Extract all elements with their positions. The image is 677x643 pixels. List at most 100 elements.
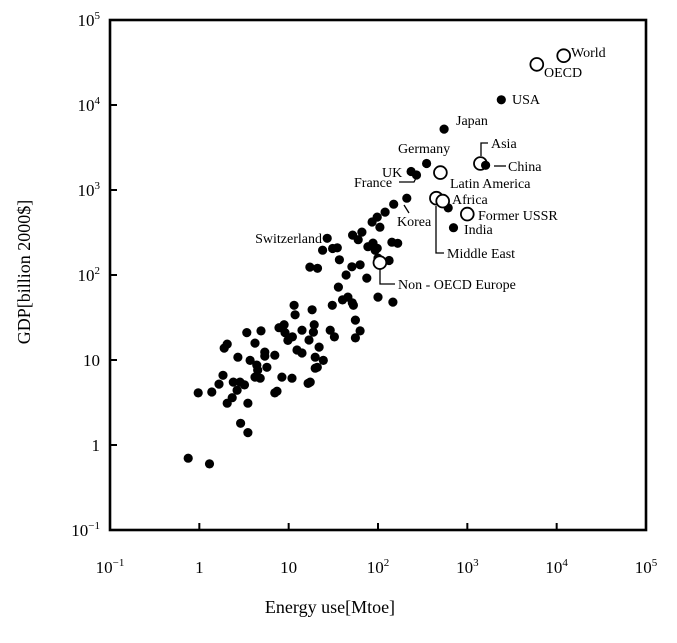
asia-label: Asia <box>491 137 517 152</box>
data-point <box>347 262 357 272</box>
data-point <box>243 428 253 438</box>
oecd-label: OECD <box>544 66 582 81</box>
data-point <box>304 335 314 345</box>
usa-point <box>496 95 506 105</box>
y-tick-label: 10 <box>83 351 100 370</box>
switzerland-point <box>322 233 332 243</box>
data-point <box>255 373 265 383</box>
korea-label: Korea <box>397 215 432 230</box>
data-point <box>388 297 398 307</box>
data-point <box>233 352 243 362</box>
world-label: World <box>571 46 606 61</box>
data-point <box>262 362 272 372</box>
data-point <box>297 348 307 358</box>
africa-point <box>435 193 451 209</box>
france-leader-line <box>399 177 417 183</box>
data-point <box>289 300 299 310</box>
middle-east-leader-line <box>435 206 444 254</box>
data-point <box>183 453 193 463</box>
data-point <box>287 373 297 383</box>
data-point <box>242 328 252 338</box>
data-point <box>333 282 343 292</box>
data-point <box>232 385 242 395</box>
data-point <box>214 379 224 389</box>
data-point <box>305 262 315 272</box>
data-point <box>287 332 297 342</box>
data-point <box>222 339 232 349</box>
data-point <box>250 338 260 348</box>
data-point <box>236 418 246 428</box>
korea-leader-line <box>403 204 410 214</box>
data-point <box>327 300 337 310</box>
data-point <box>334 255 344 265</box>
middle-east-label: Middle East <box>447 247 515 262</box>
usa-label: USA <box>512 93 541 108</box>
france-label: France <box>354 176 392 191</box>
data-point <box>204 459 215 469</box>
data-point <box>372 243 382 253</box>
data-point <box>362 273 372 283</box>
data-point <box>280 328 290 338</box>
data-point <box>375 222 385 232</box>
japan-point <box>439 124 449 134</box>
x-tick-label: 102 <box>367 557 390 577</box>
data-point <box>312 263 323 273</box>
latin-america-label: Latin America <box>450 177 531 192</box>
data-point <box>256 326 266 336</box>
data-point <box>309 320 319 330</box>
india-label: India <box>464 223 494 238</box>
africa-label: Africa <box>452 193 489 208</box>
data-point <box>290 310 300 320</box>
data-point <box>308 327 318 337</box>
x-tick-label: 10 <box>280 558 297 577</box>
china-label: China <box>508 160 542 175</box>
data-point <box>318 245 328 255</box>
data-point <box>207 387 217 397</box>
data-point <box>279 320 289 330</box>
data-point <box>348 300 358 310</box>
data-point <box>272 386 282 396</box>
data-point <box>329 332 339 342</box>
data-point <box>218 370 228 380</box>
data-point <box>253 365 263 375</box>
data-point <box>243 398 253 408</box>
japan-label: Japan <box>456 114 488 129</box>
data-point <box>332 243 342 253</box>
data-point <box>355 326 365 336</box>
switzerland-label: Switzerland <box>255 232 322 247</box>
india-point <box>448 223 459 233</box>
data-point <box>314 342 324 352</box>
data-point <box>393 238 403 248</box>
x-tick-label: 1 <box>195 558 204 577</box>
x-axis-title: Energy use[Mtoe] <box>265 597 395 617</box>
data-point <box>389 199 399 209</box>
china-point <box>481 160 491 170</box>
korea-point <box>402 193 412 203</box>
data-point <box>260 347 270 357</box>
germany-label: Germany <box>398 142 450 157</box>
non-oecd-europe-point <box>372 255 388 270</box>
y-tick-label: 102 <box>78 265 101 285</box>
data-point <box>380 207 390 217</box>
non-oecd-europe-leader-line <box>379 269 395 285</box>
former-ussr-point <box>459 206 475 222</box>
non-oecd-europe-label: Non - OECD Europe <box>398 278 516 293</box>
data-point <box>355 260 365 270</box>
germany-point <box>422 158 432 169</box>
y-axis-title: GDP[billion 2000$] <box>14 200 34 345</box>
world-point <box>556 48 571 63</box>
data-point <box>245 355 255 365</box>
data-point <box>227 393 237 403</box>
data-point <box>325 325 335 335</box>
data-point <box>228 377 238 387</box>
data-point <box>270 350 280 360</box>
data-point <box>350 333 360 343</box>
data-point <box>297 325 307 335</box>
france-point <box>411 170 422 180</box>
data-point <box>373 292 383 302</box>
oecd-point <box>529 57 545 72</box>
asia-leader-line <box>480 142 488 156</box>
